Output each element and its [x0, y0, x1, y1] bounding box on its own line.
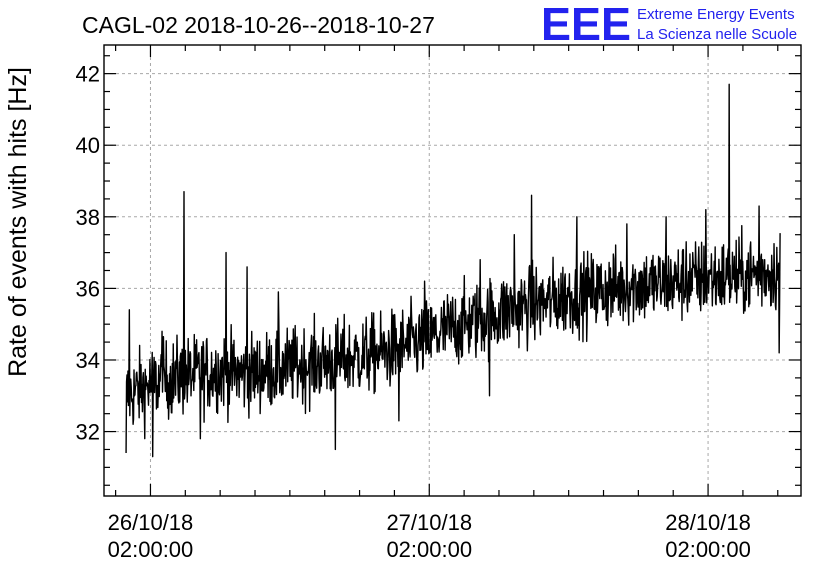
y-tick-label: 32 [76, 420, 100, 445]
eee-logo: EEE Extreme Energy Events La Scienza nel… [541, 0, 797, 50]
y-axis-label: Rate of events with hits [Hz] [4, 67, 32, 377]
logo-letters: EEE [541, 0, 631, 50]
logo-line-2: La Scienza nelle Scuole [637, 26, 797, 43]
y-tick-label: 42 [76, 62, 100, 87]
series-line-rate [125, 83, 781, 458]
y-tick-label: 34 [76, 348, 100, 373]
x-tick-label-date: 27/10/18 [386, 510, 472, 535]
tick-labels: 32343638404226/10/1802:00:0027/10/1802:0… [76, 62, 751, 562]
y-tick-label: 40 [76, 133, 100, 158]
logo-line-1: Extreme Energy Events [637, 6, 795, 23]
chart-title: CAGL-02 2018-10-26--2018-10-27 [82, 12, 435, 38]
series-rate [125, 83, 781, 458]
x-tick-label-date: 26/10/18 [108, 510, 194, 535]
y-tick-label: 38 [76, 205, 100, 230]
x-tick-label-date: 28/10/18 [665, 510, 751, 535]
x-tick-label-time: 02:00:00 [665, 537, 751, 562]
x-tick-label-time: 02:00:00 [386, 537, 472, 562]
y-tick-label: 36 [76, 276, 100, 301]
axis-ticks [104, 45, 801, 496]
x-tick-label-time: 02:00:00 [108, 537, 194, 562]
